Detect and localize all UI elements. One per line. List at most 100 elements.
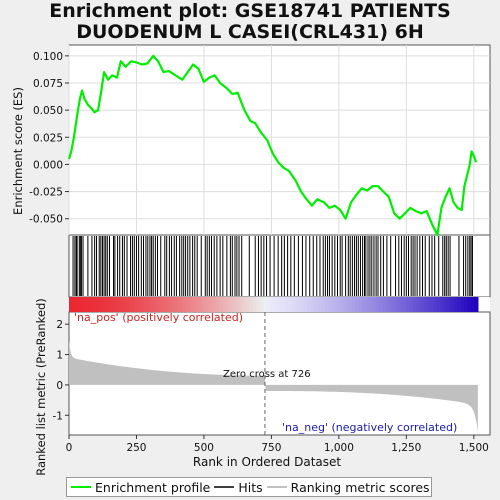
xtick-label: 1,000	[324, 442, 354, 454]
legend: Enrichment profile Hits Ranking metric s…	[66, 477, 432, 497]
colorbar-segment	[280, 297, 284, 312]
es-ytick-label: 0.050	[33, 105, 63, 117]
colorbar-segment	[103, 297, 107, 312]
xtick-label: 0	[66, 442, 73, 454]
colorbar-segment	[260, 297, 264, 312]
colorbar-segment	[226, 297, 230, 312]
colorbar-segment	[379, 297, 383, 312]
colorbar-segment	[69, 297, 73, 312]
colorbar-segment	[413, 297, 417, 312]
colorbar-segment	[256, 297, 260, 312]
colorbar-segment	[178, 297, 182, 312]
colorbar-segment	[86, 297, 90, 312]
colorbar-segment	[440, 297, 444, 312]
colorbar-segment	[406, 297, 410, 312]
colorbar-segment	[83, 297, 87, 312]
colorbar-segment	[342, 297, 346, 312]
colorbar-segment	[124, 297, 128, 312]
colorbar-segment	[284, 297, 288, 312]
colorbar-segment	[134, 297, 138, 312]
colorbar-segment	[444, 297, 448, 312]
metric-ytick-label: 0	[56, 380, 63, 392]
colorbar-segment	[120, 297, 124, 312]
colorbar-segment	[304, 297, 308, 312]
colorbar-segment	[219, 297, 223, 312]
colorbar-segment	[161, 297, 165, 312]
colorbar-segment	[318, 297, 322, 312]
colorbar-segment	[192, 297, 196, 312]
colorbar-segment	[100, 297, 104, 312]
colorbar-segment	[474, 297, 478, 312]
colorbar-segment	[106, 297, 110, 312]
colorbar-segment	[403, 297, 407, 312]
colorbar-segment	[147, 297, 151, 312]
colorbar-segment	[338, 297, 342, 312]
colorbar-segment	[468, 297, 472, 312]
colorbar-segment	[335, 297, 339, 312]
colorbar-segment	[158, 297, 162, 312]
colorbar-segment	[454, 297, 458, 312]
colorbar-segment	[209, 297, 213, 312]
colorbar-segment	[222, 297, 226, 312]
colorbar-segment	[382, 297, 386, 312]
gsea-plot: -0.050 -0.025 0.000 0.025 0.050 0.075 0.100 -1 0…	[0, 0, 500, 475]
colorbar-segment	[229, 297, 233, 312]
colorbar-segment	[307, 297, 311, 312]
colorbar-segment	[236, 297, 240, 312]
x-axis-label: Rank in Ordered Dataset	[193, 455, 341, 469]
colorbar-segment	[386, 297, 390, 312]
colorbar-segment	[250, 297, 254, 312]
colorbar-segment	[127, 297, 131, 312]
colorbar-segment	[198, 297, 202, 312]
colorbar-segment	[287, 297, 291, 312]
legend-hits: Hits	[214, 480, 262, 495]
colorbar-segment	[253, 297, 257, 312]
colorbar-segment	[144, 297, 148, 312]
colorbar-segment	[427, 297, 431, 312]
colorbar-segment	[246, 297, 250, 312]
colorbar-segment	[457, 297, 461, 312]
colorbar-segment	[396, 297, 400, 312]
colorbar-segment	[151, 297, 155, 312]
colorbar-segment	[243, 297, 247, 312]
legend-enrichment: Enrichment profile	[71, 480, 210, 495]
colorbar-segment	[451, 297, 455, 312]
colorbar-segment	[420, 297, 424, 312]
colorbar-segment	[270, 297, 274, 312]
metric-ytick-label: 1	[56, 350, 63, 362]
colorbar-segment	[311, 297, 315, 312]
xtick-label: 500	[194, 442, 214, 454]
colorbar-segment	[93, 297, 97, 312]
colorbar-segment	[464, 297, 468, 312]
colorbar-segment	[389, 297, 393, 312]
colorbar-segment	[117, 297, 121, 312]
colorbar-segment	[233, 297, 237, 312]
colorbar-segment	[321, 297, 325, 312]
legend-enrichment-label: Enrichment profile	[95, 480, 210, 495]
es-panel	[69, 45, 490, 235]
colorbar-segment	[399, 297, 403, 312]
rank-axis-label: Ranked list metric (PreRanked)	[34, 298, 48, 475]
metric-ytick-label: -1	[53, 410, 63, 422]
xtick-label: 250	[126, 442, 146, 454]
colorbar-segment	[263, 297, 267, 312]
colorbar-segment	[212, 297, 216, 312]
colorbar-segment	[113, 297, 117, 312]
xtick-label: 1,500	[459, 442, 489, 454]
colorbar-segment	[273, 297, 277, 312]
colorbar-segment	[130, 297, 134, 312]
colorbar-segment	[110, 297, 114, 312]
metric-ytick-label: 2	[56, 319, 63, 331]
colorbar-segment	[154, 297, 158, 312]
colorbar-segment	[175, 297, 179, 312]
colorbar-segment	[277, 297, 281, 312]
colorbar-segment	[164, 297, 168, 312]
colorbar-segment	[297, 297, 301, 312]
es-ytick-label: -0.050	[29, 214, 63, 226]
na-neg-label: 'na_neg' (negatively correlated)	[282, 421, 457, 434]
colorbar-segment	[365, 297, 369, 312]
colorbar-segment	[205, 297, 209, 312]
colorbar-segment	[461, 297, 465, 312]
colorbar-segment	[290, 297, 294, 312]
colorbar-segment	[359, 297, 363, 312]
